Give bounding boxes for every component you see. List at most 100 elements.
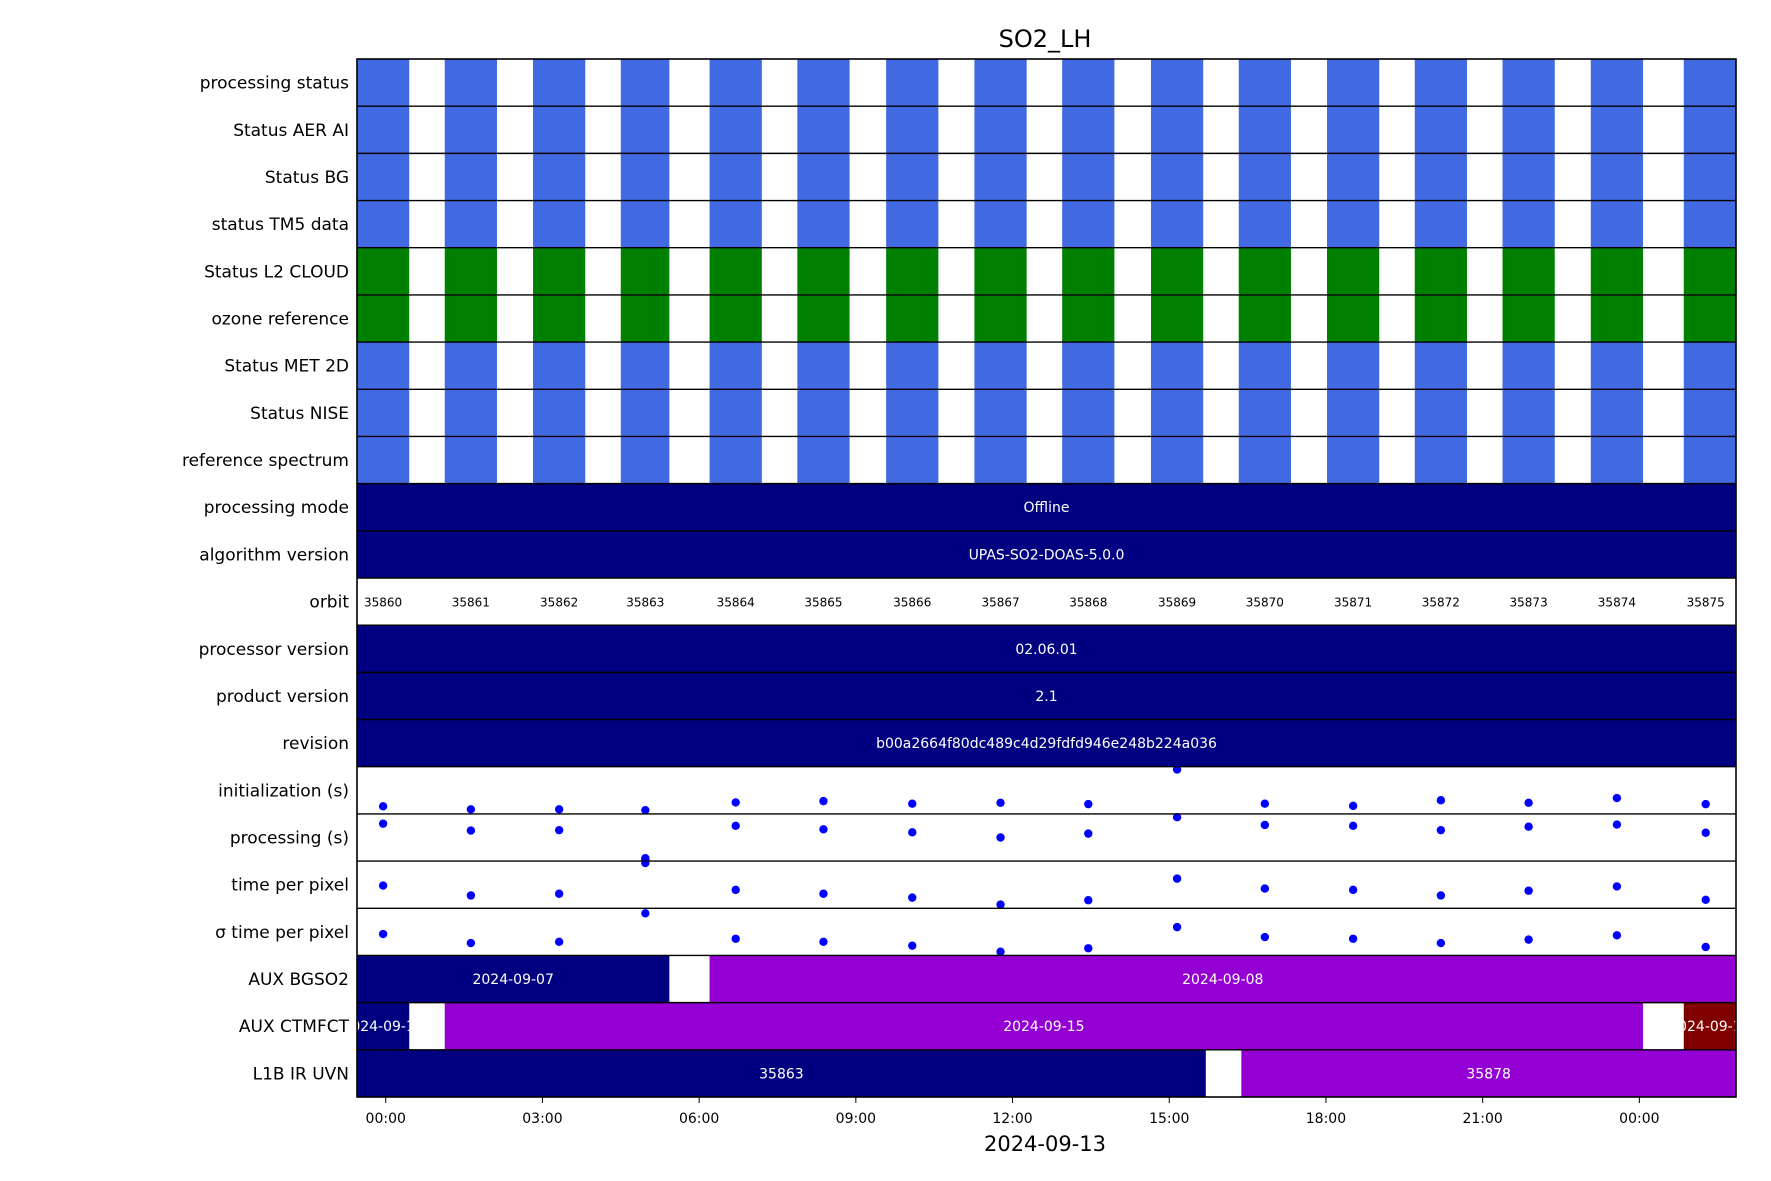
- data-point: [554, 889, 564, 898]
- band-segment-label: 02.06.01: [1015, 642, 1077, 658]
- status-block: [1150, 59, 1204, 107]
- status-block: [974, 106, 1027, 154]
- status-block: [533, 153, 586, 201]
- status-block: [357, 153, 410, 201]
- status-block: [1150, 389, 1204, 437]
- data-point: [466, 805, 476, 814]
- status-block: [1062, 200, 1115, 248]
- row-label: L1B IR UVN: [253, 1064, 349, 1084]
- status-block: [357, 294, 410, 343]
- status-block: [1590, 200, 1644, 248]
- row-label: revision: [282, 734, 349, 754]
- x-axis: 00:00 03:00 06:00 09:00 12:00 15:00 18:00 21:00…: [366, 1097, 1660, 1127]
- status-block: [886, 59, 939, 107]
- data-point: [1612, 820, 1622, 829]
- status-block: [1238, 436, 1291, 484]
- status-block: [444, 342, 497, 390]
- status-block: [974, 153, 1027, 201]
- status-block: [533, 59, 586, 107]
- status-block: [533, 436, 586, 484]
- status-block: [1238, 389, 1291, 437]
- status-block: [357, 106, 410, 154]
- x-tick-label: 21:00: [1462, 1111, 1502, 1127]
- status-block: [620, 389, 670, 437]
- status-block: [974, 200, 1027, 248]
- band-segment-label: 2024-09-14: [342, 1019, 423, 1035]
- row-label: Status L2 CLOUD: [204, 262, 349, 282]
- data-point: [1436, 825, 1446, 835]
- status-block: [797, 106, 850, 154]
- status-block: [444, 247, 497, 295]
- orbit-label: 35863: [626, 596, 664, 610]
- data-point: [819, 889, 828, 898]
- band-segment-label: 2024-09-15: [1003, 1019, 1084, 1035]
- data-point: [1348, 885, 1358, 895]
- status-block: [1683, 153, 1736, 201]
- data-point: [1612, 793, 1622, 803]
- status-block: [620, 436, 670, 484]
- data-point: [1260, 884, 1270, 893]
- status-block: [974, 342, 1027, 390]
- status-block: [1683, 294, 1736, 343]
- status-block: [1327, 294, 1380, 343]
- band-segment-label: UPAS-SO2-DOAS-5.0.0: [969, 547, 1125, 563]
- status-block: [1327, 153, 1380, 201]
- data-point: [996, 833, 1005, 842]
- band-segment-label: Offline: [1024, 500, 1070, 516]
- orbit-label: 35866: [893, 596, 931, 610]
- band-segment: [709, 955, 1736, 1003]
- orbit-label: 35860: [364, 596, 402, 610]
- status-block: [1327, 200, 1380, 248]
- status-block: [533, 247, 586, 295]
- band-segment: [357, 530, 1736, 578]
- status-block: [1150, 247, 1204, 295]
- status-block: [1502, 294, 1555, 343]
- status-block: [1414, 389, 1467, 437]
- row-label: processor version: [199, 640, 349, 660]
- band-segment-label: 2024-09-07: [472, 972, 553, 988]
- row-label: Status MET 2D: [224, 357, 349, 377]
- status-block: [1062, 153, 1115, 201]
- status-block: [1502, 200, 1555, 248]
- data-point: [1436, 938, 1446, 948]
- row-label: algorithm version: [199, 545, 349, 565]
- data-point: [1524, 886, 1533, 895]
- status-block: [533, 389, 586, 437]
- status-block: [886, 389, 939, 437]
- data-point: [1084, 896, 1093, 905]
- data-point: [819, 825, 828, 834]
- band-segment: [357, 625, 1736, 673]
- status-block: [1683, 200, 1736, 248]
- status-block: [1502, 59, 1555, 107]
- orbit-label: 35862: [540, 596, 578, 610]
- data-point: [1260, 932, 1270, 942]
- data-point: [641, 909, 650, 918]
- data-point: [996, 900, 1005, 909]
- data-point: [378, 929, 388, 939]
- chart-title: SO2_LH: [999, 25, 1092, 53]
- plot-inner: Offline UPAS-SO2-DOAS-5.0.0 02.06.01 2.1 b00…: [342, 59, 1736, 1097]
- status-block: [444, 294, 497, 343]
- row-label: AUX BGSO2: [248, 970, 349, 990]
- status-block: [709, 247, 762, 295]
- data-point: [466, 891, 476, 900]
- status-block: [797, 294, 850, 343]
- status-block: [1150, 294, 1204, 343]
- orbit-label: 35867: [981, 596, 1019, 610]
- status-block: [709, 59, 762, 107]
- data-point: [1348, 821, 1358, 831]
- status-block: [1238, 59, 1291, 107]
- status-block: [444, 200, 497, 248]
- status-block: [533, 294, 586, 343]
- data-point: [1172, 765, 1182, 774]
- data-point: [908, 941, 917, 950]
- data-point: [1524, 822, 1533, 831]
- status-block: [886, 247, 939, 295]
- status-block: [1062, 389, 1115, 437]
- status-block: [1150, 153, 1204, 201]
- x-tick-label: 00:00: [1619, 1111, 1659, 1127]
- row-label: Status AER AI: [233, 121, 349, 141]
- data-point: [1612, 931, 1622, 940]
- status-block: [797, 200, 850, 248]
- status-block: [1327, 342, 1380, 390]
